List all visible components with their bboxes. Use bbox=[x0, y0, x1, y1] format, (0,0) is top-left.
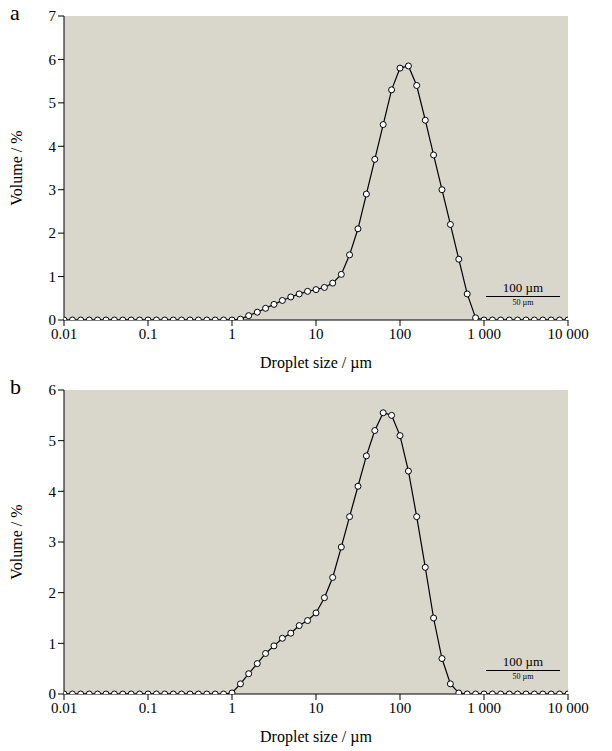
svg-text:1: 1 bbox=[228, 326, 236, 342]
svg-text:5: 5 bbox=[49, 433, 57, 449]
svg-text:0.1: 0.1 bbox=[139, 326, 158, 342]
svg-text:0.1: 0.1 bbox=[139, 700, 158, 716]
svg-text:3: 3 bbox=[49, 534, 57, 550]
svg-text:0: 0 bbox=[49, 686, 57, 702]
svg-text:Droplet size / µm: Droplet size / µm bbox=[260, 354, 372, 372]
html-text:a: a bbox=[10, 0, 20, 25]
svg-text:10: 10 bbox=[309, 326, 324, 342]
svg-text:1: 1 bbox=[228, 700, 236, 716]
svg-text:0: 0 bbox=[49, 312, 57, 328]
svg-text:Volume / %: Volume / % bbox=[8, 504, 25, 579]
svg-text:4: 4 bbox=[49, 139, 57, 155]
svg-text:100: 100 bbox=[389, 700, 412, 716]
svg-text:1 000: 1 000 bbox=[467, 700, 501, 716]
svg-text:6: 6 bbox=[49, 52, 57, 68]
svg-text:4: 4 bbox=[49, 484, 57, 500]
svg-text:1: 1 bbox=[49, 636, 57, 652]
svg-text:10 000: 10 000 bbox=[547, 326, 588, 342]
svg-text:10: 10 bbox=[309, 700, 324, 716]
svg-text:100: 100 bbox=[389, 326, 412, 342]
html-text:b: b bbox=[10, 374, 21, 399]
html-text:100 µm: 100 µm bbox=[502, 280, 544, 295]
html-text:50 µm: 50 µm bbox=[512, 298, 534, 307]
svg-text:10 000: 10 000 bbox=[547, 700, 588, 716]
svg-text:2: 2 bbox=[49, 225, 57, 241]
html-text:100 µm: 100 µm bbox=[502, 654, 544, 669]
html-text:50 µm: 50 µm bbox=[512, 672, 534, 681]
svg-text:7: 7 bbox=[49, 8, 57, 24]
svg-text:5: 5 bbox=[49, 95, 57, 111]
svg-text:3: 3 bbox=[49, 182, 57, 198]
svg-text:2: 2 bbox=[49, 585, 57, 601]
svg-text:0.01: 0.01 bbox=[50, 699, 78, 716]
svg-text:0.01: 0.01 bbox=[50, 325, 78, 342]
svg-text:6: 6 bbox=[49, 382, 57, 398]
svg-text:1: 1 bbox=[49, 269, 57, 285]
svg-text:Droplet size / µm: Droplet size / µm bbox=[260, 728, 372, 746]
svg-text:1 000: 1 000 bbox=[467, 326, 501, 342]
svg-text:Volume / %: Volume / % bbox=[8, 130, 25, 205]
